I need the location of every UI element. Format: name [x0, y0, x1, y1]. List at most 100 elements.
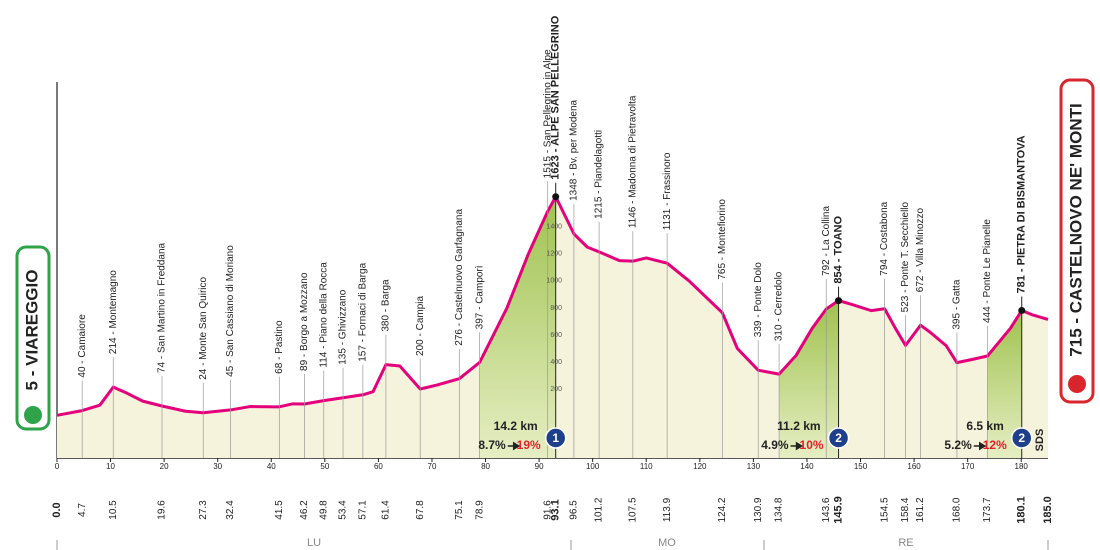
x-tick-label: 0 — [55, 462, 60, 471]
waypoint-km: 78.9 — [474, 500, 485, 520]
waypoint-km: 46.2 — [299, 500, 310, 520]
finish-box — [1059, 78, 1095, 404]
y-tick-label: 1200 — [546, 251, 562, 258]
y-tick-label: 400 — [550, 359, 562, 366]
waypoint-km: 49.8 — [318, 500, 329, 520]
waypoint-label: 68 - Pastino — [274, 320, 285, 374]
summit-dot — [1018, 306, 1026, 314]
climb-category: 2 — [1018, 431, 1025, 445]
waypoint-label: 1131 - Frassinoro — [662, 152, 673, 230]
waypoint-km: 113.9 — [662, 497, 673, 522]
line-layer — [56, 181, 1049, 458]
waypoint-km: 107.5 — [627, 497, 638, 522]
finish-label: 715 - CASTELNOVO NE' MONTI — [1066, 103, 1085, 356]
waypoint-km: 124.2 — [717, 497, 728, 522]
profile-line — [56, 195, 1049, 417]
y-tick-label: 1400 — [546, 224, 562, 231]
climb-fill — [779, 300, 839, 458]
x-tick-label: 130 — [747, 462, 761, 471]
waypoint-label: 310 - Cerredolo — [774, 271, 785, 341]
waypoint-label: 1623 - ALPE SAN PELLEGRINO — [550, 15, 562, 179]
waypoint-label: 765 - Montefiorino — [717, 199, 728, 280]
waypoint-km: 168.0 — [952, 497, 963, 522]
x-tick-label: 90 — [535, 462, 544, 471]
grade-arrow — [973, 441, 987, 451]
waypoint-km: 19.6 — [157, 500, 168, 520]
start-km: 0.0 — [51, 502, 63, 517]
waypoint-label: 89 - Borgo a Mozzano — [299, 272, 310, 371]
climb-category: 1 — [552, 431, 559, 445]
waypoint-km: 130.9 — [753, 497, 764, 522]
x-tick-label: 160 — [907, 462, 921, 471]
x-tick-label: 40 — [267, 462, 276, 471]
waypoint-label: 1348 - Bv. per Modena — [569, 99, 580, 200]
waypoint-km: 158.4 — [900, 497, 911, 522]
climb-grade: 5.2% — [944, 438, 972, 452]
finish-km: 185.0 — [1042, 496, 1054, 524]
climb-length: 14.2 km — [494, 419, 538, 433]
waypoint-label: 672 - Villa Minozzo — [915, 207, 926, 292]
waypoint-label: 114 - Piano della Rocca — [318, 262, 329, 368]
waypoint-km: 53.4 — [338, 500, 349, 520]
sector-label: RE — [898, 537, 913, 549]
waypoint-label: 157 - Fornaci di Barga — [358, 262, 369, 361]
x-tick-label: 100 — [586, 462, 600, 471]
waypoint-km: 173.7 — [982, 497, 993, 522]
waypoint-label: 135 - Ghivizzano — [338, 289, 349, 364]
waypoint-label: 395 - Gatta — [952, 279, 963, 329]
waypoint-label: 214 - Montemagno — [108, 270, 119, 354]
waypoint-km: 67.8 — [415, 500, 426, 520]
waypoint-km: 75.1 — [454, 500, 465, 520]
waypoint-km: 61.4 — [381, 500, 392, 520]
waypoint-km: 96.5 — [569, 500, 580, 520]
waypoint-label: 276 - Castelnuovo Garfagnana — [454, 209, 465, 346]
summit-dot — [552, 193, 560, 201]
waypoint-label: 1146 - Madonna di Pietravolta — [627, 95, 638, 228]
waypoint-km: 134.8 — [774, 497, 785, 522]
waypoint-km: 10.5 — [108, 500, 119, 520]
x-tick-label: 80 — [481, 462, 490, 471]
waypoint-km: 27.3 — [198, 500, 209, 520]
x-tick-label: 70 — [428, 462, 437, 471]
climb-badge — [827, 427, 850, 449]
waypoint-km: 145.9 — [832, 496, 844, 524]
waypoint-km: 57.1 — [358, 500, 369, 520]
y-tick-label: 800 — [550, 305, 562, 312]
top-layer: 1 14.2 km 19% 8.7% 2 11.2 km 10% 4.9% 2 6.5 km 12%… — [51, 15, 1054, 549]
waypoint-label: 523 - Ponte T. Secchiello — [900, 201, 911, 312]
waypoint-label: 781 - PIETRA DI BISMANTOVA — [1016, 135, 1028, 293]
climb-badge — [1011, 427, 1033, 449]
waypoint-label: 40 - Camaiore — [77, 314, 88, 378]
climb-fill — [479, 196, 556, 459]
x-tick-label: 10 — [106, 462, 115, 471]
sector-label: MO — [658, 537, 676, 549]
x-tick-label: 30 — [213, 462, 222, 471]
waypoint-km: 91.6 — [542, 500, 553, 520]
waypoint-km: 41.5 — [274, 500, 285, 520]
waypoint-km: 4.7 — [77, 503, 88, 517]
start-box — [15, 245, 51, 431]
climb-category: 2 — [835, 431, 842, 445]
logo: SDS — [1034, 429, 1046, 452]
x-tick-label: 150 — [854, 462, 868, 471]
finish-icon — [1068, 375, 1086, 393]
start-icon — [24, 406, 42, 424]
y-tick-label: 200 — [550, 386, 562, 393]
waypoint-km: 154.5 — [879, 497, 890, 522]
start-label: 5 - VIAREGGIO — [22, 270, 41, 391]
waypoint-label: 792 - La Collina — [821, 206, 832, 276]
climb-max-grade: 12% — [983, 438, 1007, 452]
waypoint-label: 200 - Campia — [415, 296, 426, 356]
climb-max-grade: 19% — [517, 438, 541, 452]
waypoint-km: 93.1 — [550, 499, 562, 520]
sector-label: LU — [307, 537, 321, 549]
climb-length: 6.5 km — [966, 419, 1003, 433]
waypoint-km: 101.2 — [594, 497, 605, 522]
waypoint-km: 143.6 — [821, 497, 832, 522]
waypoint-label: 24 - Monte San Quirico — [198, 276, 209, 379]
summit-dot — [835, 297, 843, 305]
x-tick-label: 180 — [1015, 462, 1029, 471]
grade-arrow — [790, 441, 804, 451]
waypoint-label: 45 - San Cassiano di Moriano — [225, 245, 236, 377]
